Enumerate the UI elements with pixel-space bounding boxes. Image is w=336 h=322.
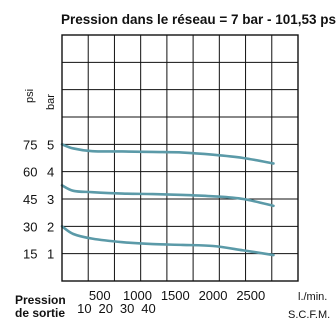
plot-frame (61, 34, 299, 282)
y-unit-psi: psi (24, 89, 36, 103)
x-tick-lpm: 1500 (161, 288, 190, 303)
x-axis-ticks: 500 1000 1500 2000 2500 10 20 30 40 (77, 288, 265, 316)
x-unit-scfm: S.C.F.M. (288, 309, 330, 321)
x-tick-lpm: 1000 (123, 288, 152, 303)
y-tick-bar: 2 (47, 219, 54, 234)
series-line-3 (60, 225, 275, 257)
x-label-line: Pression (15, 293, 66, 307)
x-unit-lpm: l./min. (298, 291, 327, 303)
y-tick-bar: 3 (47, 192, 54, 207)
x-tick-scfm: 30 (120, 301, 134, 316)
x-label-line: de sortie (15, 306, 65, 320)
y-unit-bar: bar (45, 94, 57, 110)
y-tick-psi: 45 (23, 192, 37, 207)
y-axis-ticks: 1 15 2 30 3 45 4 60 5 75 (23, 137, 54, 261)
series-line-2 (60, 184, 275, 208)
y-tick-psi: 75 (23, 137, 37, 152)
chart-title: Pression dans le réseau = 7 bar - 101,53… (61, 12, 336, 27)
y-tick-bar: 1 (47, 247, 54, 262)
y-tick-psi: 15 (23, 247, 37, 262)
y-tick-bar: 4 (47, 165, 54, 180)
y-tick-psi: 30 (23, 219, 37, 234)
x-tick-lpm: 2000 (199, 288, 228, 303)
y-tick-psi: 60 (23, 165, 37, 180)
chart-grid (62, 35, 298, 281)
x-tick-scfm: 10 (77, 301, 91, 316)
series-line-1 (60, 143, 275, 165)
x-tick-scfm: 20 (99, 301, 113, 316)
x-tick-lpm: 2500 (236, 288, 265, 303)
x-axis-label: Pression de sortie (15, 293, 66, 320)
x-tick-scfm: 40 (141, 301, 155, 316)
y-tick-bar: 5 (47, 137, 54, 152)
x-tick-lpm: 500 (89, 288, 111, 303)
series-layer (60, 143, 275, 257)
